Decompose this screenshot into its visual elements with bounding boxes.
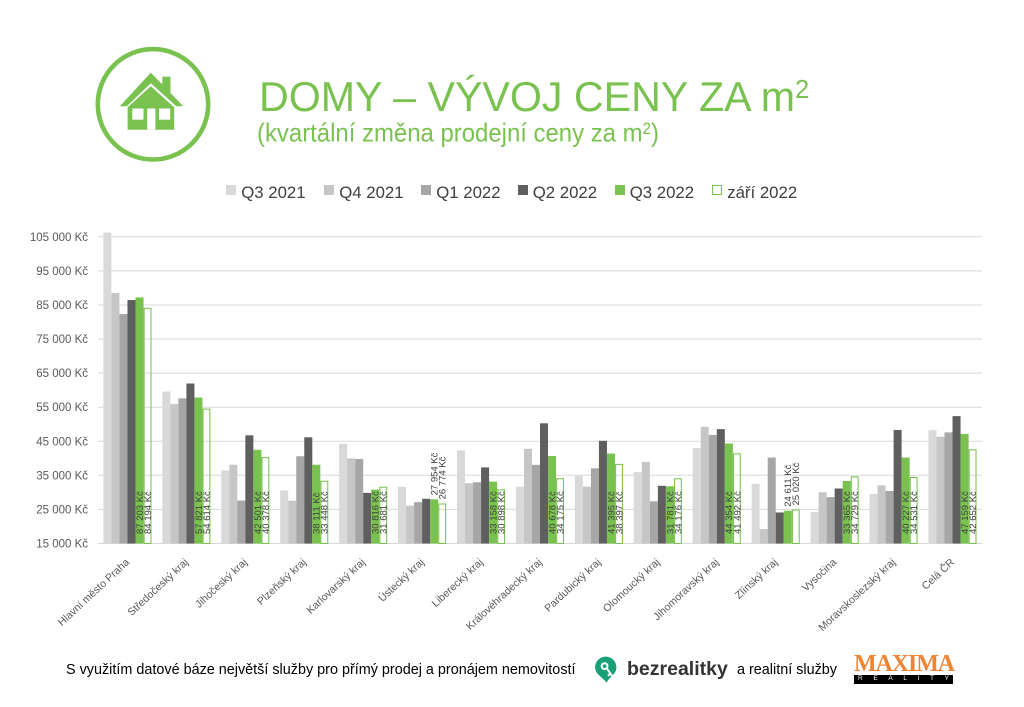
svg-text:105 000 Kč: 105 000 Kč	[30, 232, 88, 244]
svg-text:Vysočina: Vysočina	[800, 556, 839, 594]
svg-text:33 158 Kč: 33 158 Kč	[489, 491, 500, 534]
svg-text:Plzeňský kraj: Plzeňský kraj	[255, 556, 309, 607]
svg-text:Olomoucký kraj: Olomoucký kraj	[601, 556, 663, 615]
svg-text:Liberecký kraj: Liberecký kraj	[430, 556, 486, 609]
svg-text:65 000 Kč: 65 000 Kč	[36, 368, 88, 380]
svg-text:35 000 Kč: 35 000 Kč	[36, 470, 88, 482]
svg-text:87 203 Kč: 87 203 Kč	[135, 491, 146, 534]
svg-text:38 397 Kč: 38 397 Kč	[614, 491, 625, 534]
svg-text:42 501 Kč: 42 501 Kč	[253, 491, 264, 534]
svg-text:15 000 Kč: 15 000 Kč	[36, 539, 88, 551]
svg-text:34 176 Kč: 34 176 Kč	[673, 491, 684, 534]
svg-text:40 227 Kč: 40 227 Kč	[901, 491, 912, 534]
svg-text:27 954 Kč: 27 954 Kč	[430, 452, 441, 495]
svg-text:33 365 Kč: 33 365 Kč	[842, 491, 853, 534]
svg-text:Zlínský kraj: Zlínský kraj	[733, 556, 780, 601]
svg-text:31 781 Kč: 31 781 Kč	[665, 491, 676, 534]
svg-text:85 000 Kč: 85 000 Kč	[36, 300, 88, 312]
svg-text:30 816 Kč: 30 816 Kč	[371, 491, 382, 534]
svg-text:Ústecký kraj: Ústecký kraj	[376, 556, 427, 605]
svg-text:Středočeský kraj: Středočeský kraj	[125, 556, 190, 618]
svg-text:Hlavní město Praha: Hlavní město Praha	[56, 556, 132, 628]
svg-text:25 000 Kč: 25 000 Kč	[36, 504, 88, 516]
svg-text:45 000 Kč: 45 000 Kč	[36, 436, 88, 448]
svg-text:44 354 Kč: 44 354 Kč	[724, 491, 735, 534]
svg-text:42 652 Kč: 42 652 Kč	[968, 491, 979, 534]
svg-text:30 898 Kč: 30 898 Kč	[497, 491, 508, 534]
svg-text:41 395 Kč: 41 395 Kč	[606, 491, 617, 534]
svg-text:33 448 Kč: 33 448 Kč	[320, 491, 331, 534]
svg-text:Celá ČR: Celá ČR	[919, 555, 957, 592]
svg-text:Jihočeský kraj: Jihočeský kraj	[193, 556, 250, 610]
svg-text:34 175 Kč: 34 175 Kč	[555, 491, 566, 534]
svg-text:54 614 Kč: 54 614 Kč	[202, 491, 213, 534]
svg-text:47 159 Kč: 47 159 Kč	[960, 491, 971, 534]
svg-text:Pardubický kraj: Pardubický kraj	[542, 556, 603, 614]
svg-text:Jihomoravský kraj: Jihomoravský kraj	[651, 556, 721, 623]
svg-text:34 729 Kč: 34 729 Kč	[850, 491, 861, 534]
svg-text:55 000 Kč: 55 000 Kč	[36, 402, 88, 414]
svg-text:41 492 Kč: 41 492 Kč	[732, 491, 743, 534]
svg-text:84 194 Kč: 84 194 Kč	[143, 491, 154, 534]
svg-text:31 681 Kč: 31 681 Kč	[379, 491, 390, 534]
svg-text:40 678 Kč: 40 678 Kč	[547, 491, 558, 534]
svg-text:Karlovarský kraj: Karlovarský kraj	[304, 556, 367, 616]
svg-text:95 000 Kč: 95 000 Kč	[36, 266, 88, 278]
svg-text:75 000 Kč: 75 000 Kč	[36, 334, 88, 346]
svg-text:34 531 Kč: 34 531 Kč	[909, 491, 920, 534]
svg-text:40 378 Kč: 40 378 Kč	[261, 491, 272, 534]
svg-text:25 020 Kč: 25 020 Kč	[791, 462, 802, 505]
svg-text:38 111 Kč: 38 111 Kč	[312, 492, 323, 534]
svg-text:26 774 Kč: 26 774 Kč	[438, 456, 449, 499]
svg-text:24 611 Kč: 24 611 Kč	[783, 464, 794, 506]
svg-text:57 821 Kč: 57 821 Kč	[194, 491, 205, 534]
